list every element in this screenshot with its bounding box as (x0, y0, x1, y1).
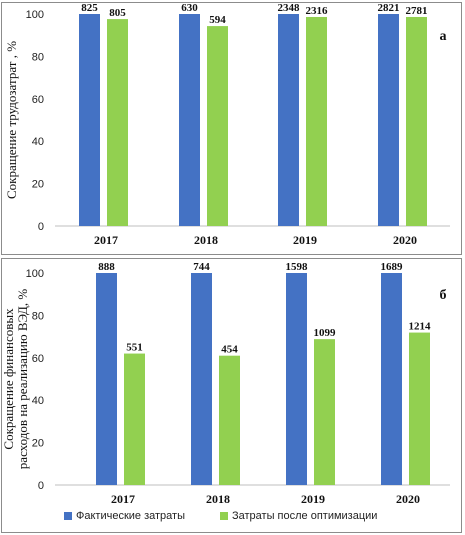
bar-b-optimized-2019 (314, 339, 335, 485)
data-label-b-optimized-2019: 1099 (314, 327, 337, 339)
legend-item-optimized: Затраты после оптимизации (220, 510, 377, 522)
y-axis-title-line: Сокращение финансовых (1, 308, 16, 450)
y-tick-label-a: 0 (38, 221, 44, 233)
bar-b-actual-2018 (191, 273, 212, 485)
y-tick-label-a: 20 (32, 179, 44, 191)
x-category-label-b: 2020 (396, 492, 420, 506)
bar-a-optimized-2017 (107, 19, 128, 227)
y-tick-label-a: 100 (26, 9, 44, 21)
data-label-a-actual-2020: 2821 (378, 2, 400, 14)
y-tick-label-b: 60 (32, 353, 44, 365)
y-tick-label-b: 80 (32, 310, 44, 322)
panel-label-b: б (440, 288, 447, 303)
bar-b-optimized-2018 (219, 355, 240, 485)
x-category-label-b: 2018 (206, 492, 230, 506)
y-tick-label-a: 80 (32, 51, 44, 63)
y-tick-label-b: 20 (32, 438, 44, 450)
bar-a-actual-2019 (278, 14, 299, 226)
data-label-a-optimized-2020: 2781 (406, 5, 428, 17)
y-axis-title-b: Сокращение финансовыхрасходов на реализа… (1, 289, 30, 470)
bar-a-optimized-2018 (207, 26, 228, 226)
chart-legend: Фактические затраты Затраты после оптими… (0, 508, 465, 526)
data-label-b-actual-2017: 888 (98, 261, 115, 273)
legend-label-optimized: Затраты после оптимизации (232, 510, 378, 522)
bar-a-optimized-2019 (306, 16, 327, 226)
y-axis-title-line: расходов на реализацию ВЭД, % (15, 289, 30, 470)
data-label-b-optimized-2020: 1214 (409, 321, 432, 333)
data-label-a-actual-2017: 825 (81, 2, 98, 14)
data-label-a-actual-2019: 2348 (278, 2, 301, 14)
bar-b-actual-2019 (286, 273, 307, 485)
data-label-a-optimized-2019: 2316 (306, 5, 329, 17)
x-category-label-a: 2017 (94, 233, 118, 247)
y-tick-label-a: 60 (32, 94, 44, 106)
data-label-a-actual-2018: 630 (181, 2, 198, 14)
bar-a-optimized-2020 (406, 16, 427, 226)
y-tick-label-b: 100 (26, 268, 44, 280)
x-category-label-a: 2020 (393, 233, 417, 247)
x-category-label-a: 2019 (293, 233, 317, 247)
y-tick-label-a: 40 (32, 136, 44, 148)
bar-b-optimized-2020 (409, 332, 430, 485)
legend-label-actual: Фактические затраты (76, 510, 185, 522)
y-tick-label-b: 40 (32, 395, 44, 407)
legend-swatch-actual (64, 512, 72, 520)
bar-a-actual-2018 (179, 14, 200, 226)
bar-b-optimized-2017 (124, 353, 145, 485)
legend-item-actual: Фактические затраты (64, 510, 185, 522)
x-category-label-b: 2019 (301, 492, 325, 506)
bar-b-actual-2020 (381, 273, 402, 485)
y-tick-label-b: 0 (38, 480, 44, 492)
x-category-label-a: 2018 (194, 233, 218, 247)
bar-a-actual-2020 (378, 14, 399, 226)
data-label-a-optimized-2017: 805 (109, 7, 126, 19)
panel-label-a: а (440, 29, 447, 44)
legend-swatch-optimized (220, 512, 228, 520)
data-label-a-optimized-2018: 594 (209, 14, 226, 26)
data-label-b-actual-2020: 1689 (381, 261, 404, 273)
data-label-b-actual-2018: 744 (193, 261, 210, 273)
x-category-label-b: 2017 (111, 492, 135, 506)
y-axis-title-a: Сокращение трудозатрат , % (4, 41, 19, 199)
data-label-b-actual-2019: 1598 (286, 261, 309, 273)
bar-b-actual-2017 (96, 273, 117, 485)
bar-a-actual-2017 (79, 14, 100, 226)
data-label-b-optimized-2018: 454 (221, 344, 238, 356)
data-label-b-optimized-2017: 551 (126, 342, 143, 354)
